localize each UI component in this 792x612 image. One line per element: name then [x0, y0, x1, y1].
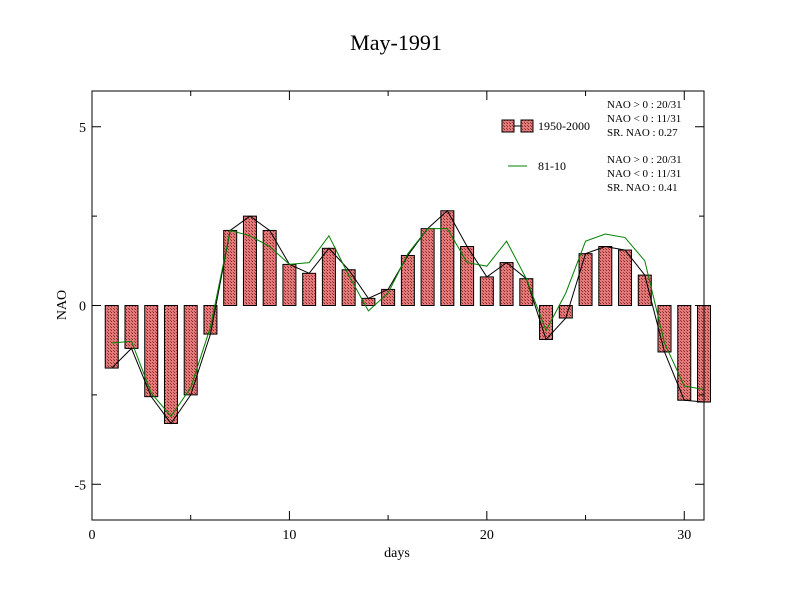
legend-label-1950-2000: 1950-2000 — [538, 119, 590, 133]
bar-day-29 — [657, 305, 672, 353]
bar-day-18 — [440, 210, 455, 306]
bar-day-27 — [618, 249, 633, 306]
bar-day-4 — [163, 305, 178, 424]
bar-day-1 — [104, 305, 119, 369]
chart-title: May-1991 — [350, 30, 442, 55]
bar-day-8 — [242, 215, 257, 307]
x-tick-label: 0 — [89, 528, 96, 543]
stats-line: NAO < 0 : 11/31 — [607, 168, 681, 180]
x-tick-label: 20 — [480, 528, 494, 543]
bar-day-11 — [302, 272, 317, 307]
legend-swatch-1950-2000 — [520, 119, 534, 133]
y-tick-label: -5 — [74, 478, 86, 493]
bar-day-17 — [420, 228, 435, 306]
series-line-1950-2000 — [111, 209, 705, 425]
stats-line: SR. NAO : 0.27 — [607, 127, 678, 139]
series-line-81-10 — [111, 228, 705, 418]
y-tick-label: 0 — [79, 300, 86, 315]
bar-day-21 — [499, 262, 514, 307]
x-axis-label: days — [384, 546, 410, 561]
stats-line: SR. NAO : 0.41 — [607, 182, 678, 194]
x-tick-label: 30 — [677, 528, 691, 543]
bar-day-7 — [223, 229, 238, 306]
bar-day-12 — [321, 247, 336, 307]
stats-line: NAO > 0 : 20/31 — [607, 99, 682, 111]
y-axis-label: NAO — [55, 290, 70, 320]
bar-series-1950-2000 — [104, 210, 711, 424]
bar-day-9 — [262, 229, 277, 306]
bar-day-10 — [282, 263, 297, 307]
bar-day-20 — [479, 276, 494, 306]
bar-day-26 — [598, 246, 613, 306]
legend-swatch-1950-2000 — [501, 119, 515, 133]
legend-label-81-10: 81-10 — [538, 159, 566, 173]
x-tick-label: 10 — [282, 528, 296, 543]
line-series — [111, 209, 705, 425]
legend: 1950-2000 81-10 NAO > 0 : 20/31 NAO < 0 : 1… — [501, 99, 682, 194]
stats-line: NAO > 0 : 20/31 — [607, 154, 682, 166]
bar-day-3 — [144, 305, 159, 398]
bar-day-25 — [578, 253, 593, 307]
stats-line: NAO < 0 : 11/31 — [607, 113, 681, 125]
y-tick-label: 5 — [79, 121, 86, 136]
axes: 0 10 20 30 -5 0 5 — [74, 90, 705, 543]
bar-day-24 — [558, 305, 573, 319]
